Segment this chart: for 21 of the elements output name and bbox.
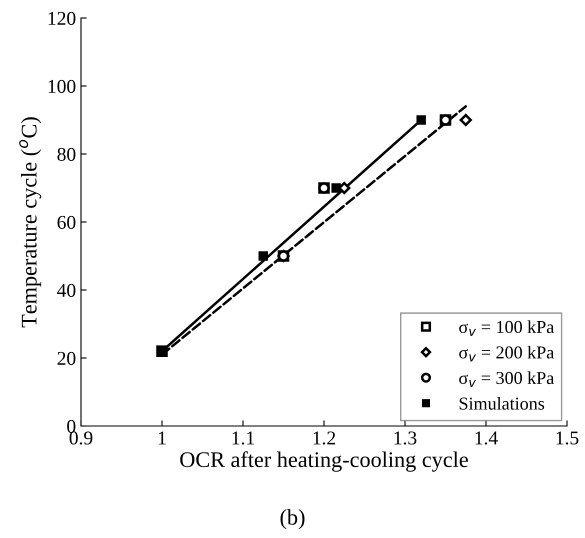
y-tick-label: 0 (67, 420, 76, 433)
x-tick-label: 1.2 (314, 431, 336, 445)
x-tick-label: 1.4 (476, 432, 498, 445)
legend-label: σ$_{v}$ = 100 kPa (459, 320, 554, 336)
y-axis-title: Temperature cycle ($^{o}$C) (19, 117, 42, 328)
x-tick-label: 1.3 (394, 431, 416, 445)
y-tick-label: 60 (58, 216, 76, 229)
legend-label: Simulations (460, 396, 544, 410)
y-tick-label: 120 (48, 12, 76, 25)
x-tick-label: 1 (158, 432, 166, 444)
y-tick-label: 100 (48, 80, 76, 93)
x-tick-label: 0.9 (70, 431, 92, 445)
text: (b) (280, 509, 304, 530)
legend-label: σ$_{v}$ = 200 kPa (459, 346, 554, 362)
x-tick-label: 1.5 (556, 432, 578, 445)
y-tick-label: 40 (57, 284, 76, 297)
x-axis-title: OCR after heating-cooling cycle (180, 451, 468, 472)
y-tick-label: 20 (58, 352, 76, 365)
x-tick-label: 1.1 (232, 432, 254, 445)
y-tick-label: 80 (57, 148, 76, 161)
legend-label: σ$_{v}$ = 300 kPa (459, 371, 554, 387)
